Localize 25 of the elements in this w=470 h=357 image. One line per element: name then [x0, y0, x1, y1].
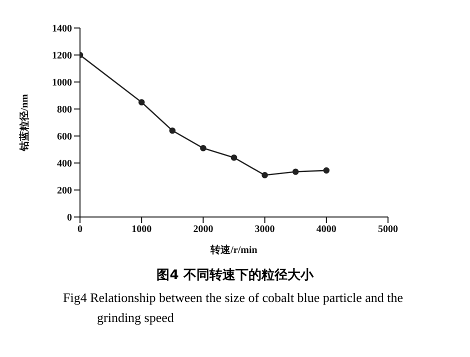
y-tick-label: 200	[57, 186, 72, 197]
x-tick-label: 2000	[193, 224, 214, 236]
point	[262, 172, 268, 178]
y-tick-label: 600	[57, 132, 72, 143]
y-tick-label: 800	[57, 104, 72, 116]
point	[230, 154, 238, 161]
x-tick-label: 3000	[254, 224, 275, 236]
point	[138, 99, 145, 106]
y-tick-label: 0	[67, 212, 72, 224]
y-tick-label: 1000	[52, 78, 72, 89]
point	[200, 145, 206, 152]
text: 图4 不同转速下的粒径大小	[156, 267, 315, 284]
y-tick-label: 400	[57, 158, 72, 170]
x-axis-title: 转速/r/min	[210, 244, 258, 256]
y-tick-label: 1200	[52, 50, 72, 62]
x-tick-label: 4000	[316, 224, 336, 236]
point	[169, 127, 176, 134]
point	[292, 168, 299, 175]
y-tick-label: 1400	[52, 24, 72, 35]
x-tick-label: 1000	[132, 224, 152, 236]
text: Fig4 Relationship between the size of cobalt blue particle and the grinding speed	[63, 289, 404, 327]
point	[323, 167, 330, 174]
x-tick-label: 5000	[378, 224, 398, 236]
x-tick-label: 0	[78, 224, 82, 236]
y-axis-title: 钴蓝粒径/nm	[18, 93, 31, 152]
